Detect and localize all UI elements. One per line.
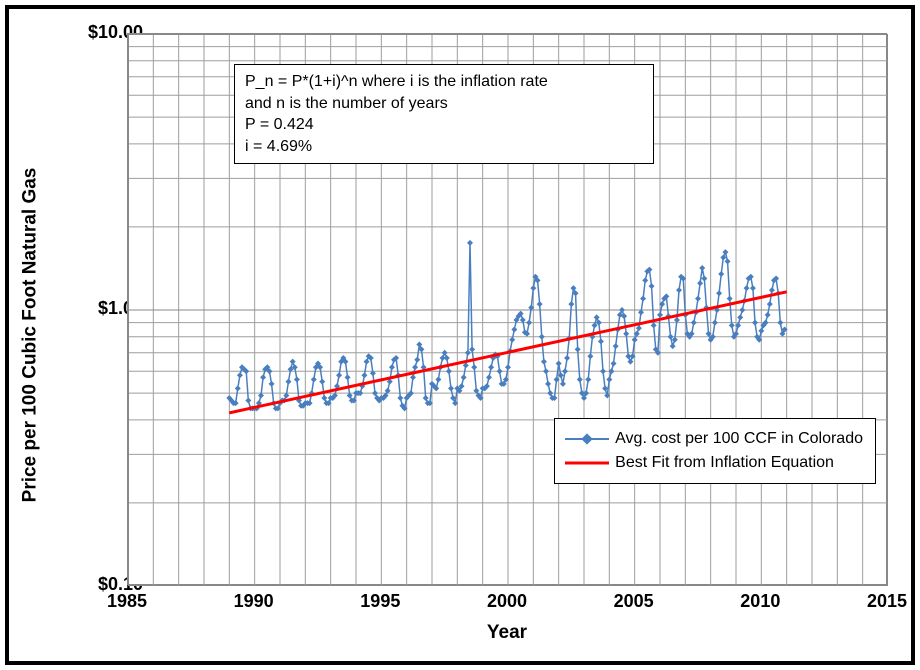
legend-swatch: [565, 456, 609, 470]
legend-item: Avg. cost per 100 CCF in Colorado: [565, 427, 863, 451]
plot-area: P_n = P*(1+i)^n where i is the inflation…: [127, 33, 887, 585]
x-tick-label: 1995: [350, 591, 410, 612]
formula-line: i = 4.69%: [245, 136, 643, 158]
legend-item: Best Fit from Inflation Equation: [565, 451, 863, 475]
legend-label: Avg. cost per 100 CCF in Colorado: [615, 430, 863, 448]
x-tick-label: 2005: [604, 591, 664, 612]
x-tick-label: 1990: [224, 591, 284, 612]
x-tick-label: 2000: [477, 591, 537, 612]
formula-line: P = 0.424: [245, 114, 643, 136]
formula-line: P_n = P*(1+i)^n where i is the inflation…: [245, 71, 643, 93]
formula-box: P_n = P*(1+i)^n where i is the inflation…: [234, 64, 654, 164]
x-tick-label: 2015: [857, 591, 917, 612]
legend-swatch: [565, 432, 609, 446]
x-axis-label: Year: [127, 622, 887, 644]
chart-frame: Price per 100 Cubic Foot Natural Gas $10…: [5, 5, 915, 665]
x-tick-label: 2010: [730, 591, 790, 612]
legend: Avg. cost per 100 CCF in Colorado Best F…: [554, 418, 876, 484]
legend-label: Best Fit from Inflation Equation: [615, 454, 834, 472]
x-tick-label: 1985: [97, 591, 157, 612]
formula-line: and n is the number of years: [245, 93, 643, 115]
y-axis-label: Price per 100 Cubic Foot Natural Gas: [13, 9, 47, 661]
